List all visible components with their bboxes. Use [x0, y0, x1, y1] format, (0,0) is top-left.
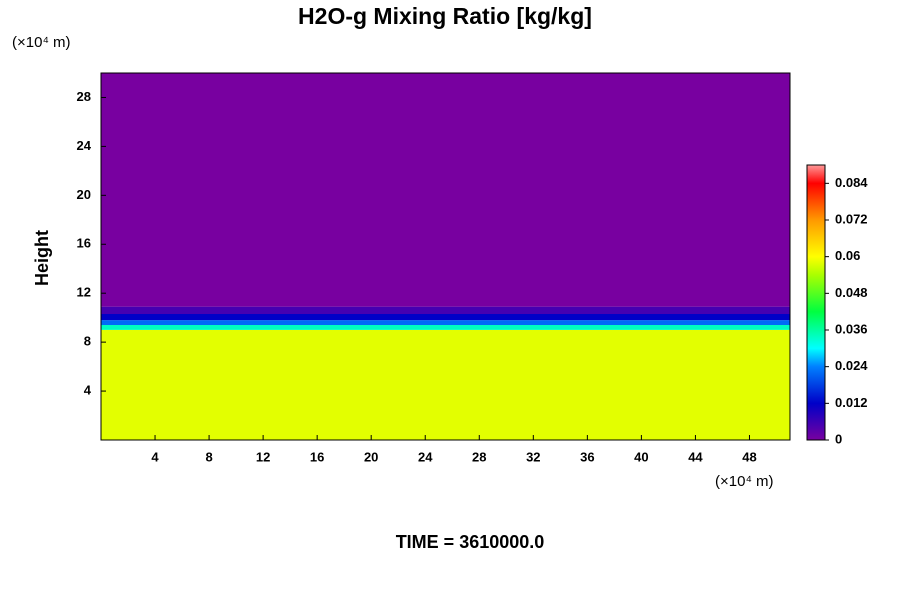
colorbar-tick-label: 0.06 — [835, 248, 860, 263]
y-axis-label: Height — [32, 230, 52, 286]
y-tick-label: 28 — [77, 89, 91, 104]
colorbar-tick-label: 0 — [835, 431, 842, 446]
x-tick-label: 8 — [205, 449, 212, 464]
y-tick-label: 16 — [77, 236, 91, 251]
colorbar-tick-label: 0.024 — [835, 358, 868, 373]
plot-frame — [100, 72, 791, 441]
x-tick-label: 44 — [688, 449, 703, 464]
colorbar-tick-label: 0.072 — [835, 211, 868, 226]
x-tick-label: 48 — [742, 449, 756, 464]
y-tick-label: 24 — [77, 138, 92, 153]
contour-band — [101, 329, 790, 440]
x-tick-label: 28 — [472, 449, 486, 464]
colorbar-tick-label: 0.084 — [835, 175, 868, 190]
x-tick-label: 12 — [256, 449, 270, 464]
contour-band — [101, 320, 790, 326]
contour-band — [101, 306, 790, 314]
footer: TIME = 3610000.0 — [396, 532, 545, 552]
contour-band — [101, 313, 790, 321]
x-tick-label: 32 — [526, 449, 540, 464]
x-tick-label: 20 — [364, 449, 378, 464]
chart-title: H2O-g Mixing Ratio [kg/kg] — [298, 3, 592, 29]
x-unit: (×10⁴ m) — [715, 473, 774, 490]
y-unit: (×10⁴ m) — [12, 34, 71, 51]
x-tick-label: 24 — [418, 449, 433, 464]
y-tick-label: 8 — [84, 334, 91, 349]
y-tick-label: 20 — [77, 187, 91, 202]
y-tick-label: 4 — [84, 383, 92, 398]
x-tick-label: 40 — [634, 449, 648, 464]
x-tick-label: 4 — [151, 449, 159, 464]
contour-band — [101, 73, 790, 307]
colorbar-tick-label: 0.012 — [835, 395, 868, 410]
colorbar — [806, 164, 826, 441]
y-tick-label: 12 — [77, 285, 91, 300]
x-tick-label: 16 — [310, 449, 324, 464]
x-tick-label: 36 — [580, 449, 594, 464]
colorbar-tick-label: 0.036 — [835, 321, 868, 336]
colorbar-tick-label: 0.048 — [835, 285, 868, 300]
contour-band — [101, 325, 790, 330]
